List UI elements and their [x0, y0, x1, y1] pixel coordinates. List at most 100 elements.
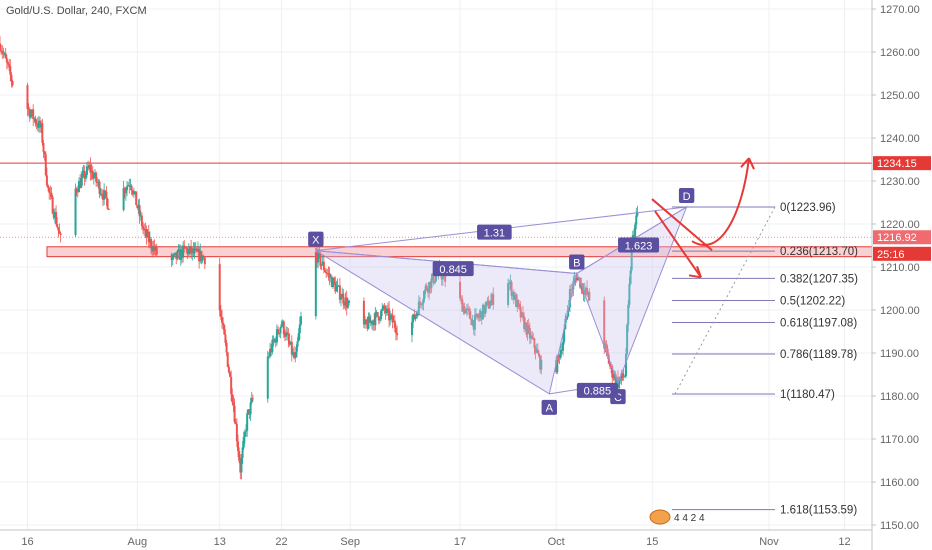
candle-body — [513, 294, 516, 300]
candle-body — [604, 343, 607, 349]
candle-body — [36, 124, 39, 128]
candle-body — [231, 394, 234, 403]
candle-body — [412, 314, 415, 323]
candle-body — [426, 289, 429, 293]
candle-body — [613, 374, 616, 378]
candle-body — [467, 308, 470, 310]
candle-body — [139, 215, 142, 217]
candle-body — [619, 379, 622, 381]
fib-level-label: 0.5(1202.22) — [780, 295, 845, 307]
candle-body — [388, 308, 391, 321]
candle-body — [5, 58, 8, 63]
candle-body — [127, 185, 130, 187]
candle-body — [43, 151, 46, 155]
candle-body — [295, 346, 298, 358]
candle-body — [375, 311, 378, 313]
candle-body — [378, 319, 381, 321]
candle-body — [519, 307, 522, 318]
candle-body — [510, 281, 513, 296]
candle-body — [122, 188, 125, 211]
candle-body — [193, 248, 196, 254]
price-axis[interactable]: 1150.00 1160.00 1170.00 1180.00 1190.00 1200.… — [871, 0, 932, 550]
candle-body — [272, 339, 275, 342]
candle-body — [0, 50, 3, 52]
candle-body — [195, 248, 198, 252]
candle-body — [98, 181, 101, 194]
candle-body — [608, 363, 611, 366]
candle-body — [134, 191, 137, 193]
candle-body — [232, 402, 235, 406]
candle-body — [144, 229, 147, 231]
candle-body — [581, 283, 584, 291]
candle-body — [623, 376, 626, 377]
candle-body — [287, 333, 290, 341]
candle-body — [323, 270, 326, 272]
candle-body — [53, 212, 56, 218]
candle-body — [539, 356, 542, 370]
candle-body — [126, 186, 129, 191]
candle-body — [130, 185, 133, 191]
time-axis[interactable]: 16 Aug 13 22 Sep 17 Oct 15 Nov 12 — [0, 529, 872, 548]
candle-body — [340, 298, 343, 300]
candle-body — [196, 248, 199, 252]
candle-body — [290, 341, 293, 355]
ratio-label-1-31-bg — [477, 224, 512, 240]
candle-body — [620, 373, 623, 380]
pattern-point-d-bg — [678, 187, 695, 203]
price-tick-label: 1270.00 — [880, 4, 920, 16]
candle-body — [249, 402, 252, 415]
candle-body — [584, 287, 587, 291]
candle-body — [336, 285, 339, 287]
candle-body — [247, 409, 250, 414]
candle-body — [75, 188, 78, 192]
candle-body — [586, 287, 589, 295]
candle-body — [219, 310, 222, 318]
pattern-point-d: D — [683, 191, 691, 203]
candle-body — [91, 170, 94, 179]
candle-body — [362, 300, 365, 325]
candle-body — [132, 191, 135, 195]
candle-body — [462, 306, 465, 312]
candle-body — [486, 300, 489, 303]
candle-body — [605, 343, 608, 349]
candle-body — [509, 281, 512, 283]
harmonic-pattern[interactable]: X A B C D 1.31 0.845 0.885 1.623 — [308, 187, 695, 415]
candle-body — [392, 320, 395, 323]
candle-body — [515, 294, 518, 307]
candle-body — [635, 215, 638, 225]
candle-body — [191, 248, 194, 254]
candle-body — [376, 311, 379, 317]
fibonacci-retracement[interactable]: 0(1223.96) 0.236(1213.70) 0.382(1207.35) 0.… — [672, 202, 858, 517]
candle-body — [151, 248, 154, 252]
candle-body — [1, 50, 4, 53]
candle-body — [461, 299, 464, 312]
candle-body — [429, 282, 432, 289]
candle-body — [104, 190, 107, 192]
candle-body — [416, 313, 419, 316]
candle-body — [58, 230, 61, 234]
candle-body — [329, 276, 332, 278]
candle-body — [367, 316, 370, 329]
candle-body — [154, 246, 157, 251]
candle-body — [294, 357, 297, 359]
candle-body — [337, 285, 340, 287]
candle-body — [57, 227, 60, 231]
candle-body — [200, 250, 203, 261]
candle-body — [243, 431, 246, 437]
candle-body — [520, 312, 523, 318]
candle-body — [81, 173, 84, 179]
candle-body — [299, 316, 302, 325]
candle-body — [87, 166, 90, 169]
candle-body — [614, 374, 617, 384]
price-tick-label: 1170.00 — [880, 434, 919, 446]
candle-body — [424, 285, 427, 291]
fib-level-label: 0.618(1197.08) — [780, 318, 857, 330]
candle-body — [319, 253, 322, 266]
candle-body — [475, 313, 478, 316]
candle-body — [469, 311, 472, 320]
candle-body — [583, 290, 586, 295]
fib-level-label: 1.618(1153.59) — [780, 505, 857, 517]
candle-body — [8, 64, 11, 67]
candle-body — [239, 460, 242, 473]
